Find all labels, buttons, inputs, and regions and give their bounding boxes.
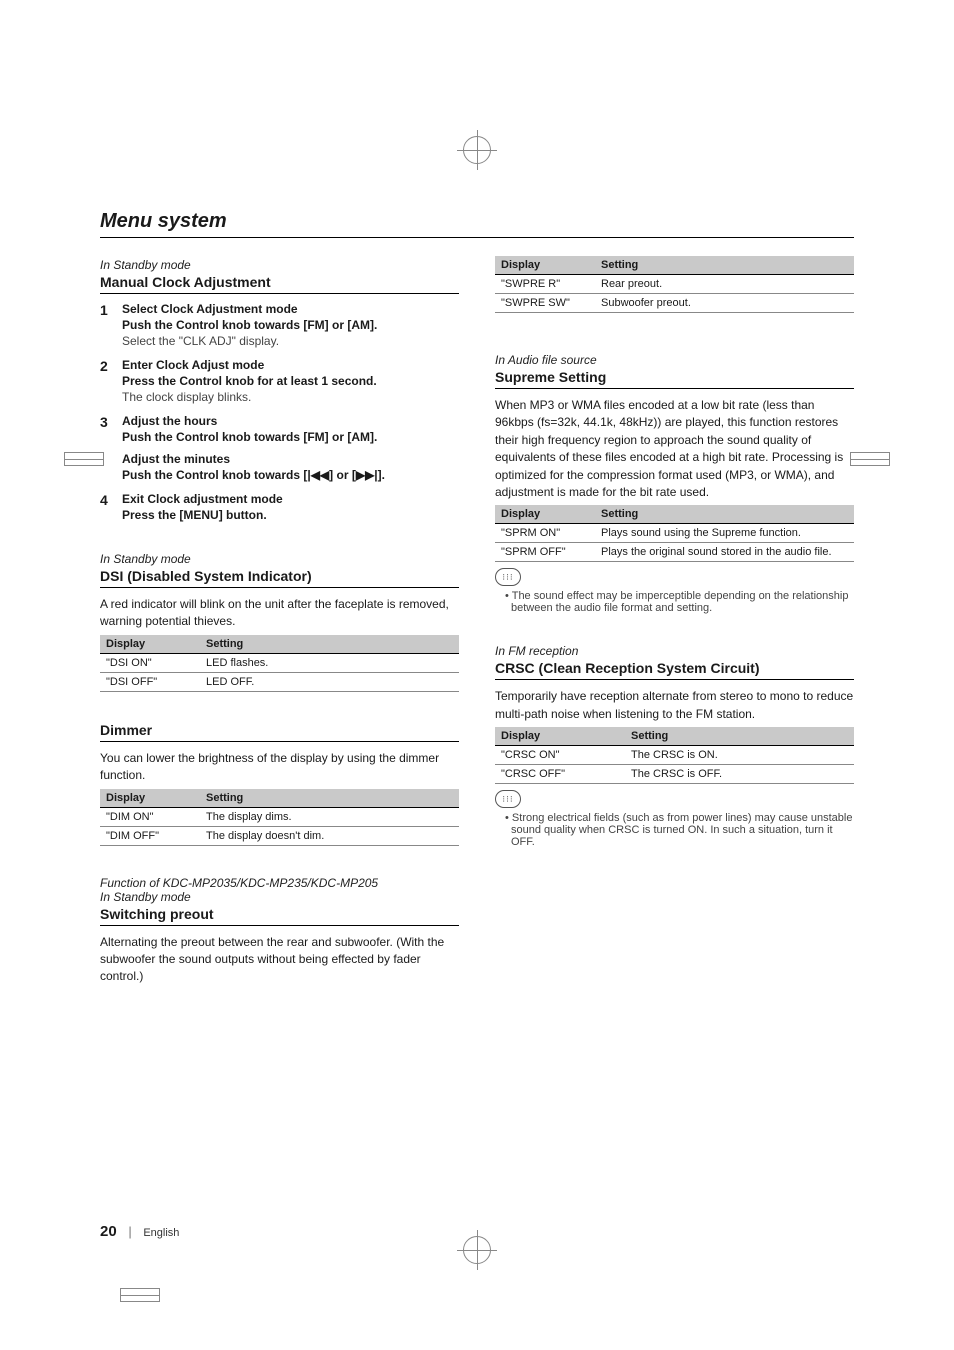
step-instruction: Press the Control knob for at least 1 se… [122, 374, 459, 388]
table-row: "SWPRE R"Rear preout. [495, 275, 854, 294]
step-title: Exit Clock adjustment mode [122, 492, 459, 506]
section-supreme: In Audio file source Supreme Setting Whe… [495, 353, 854, 614]
note-icon: ⁝⁝⁝ [495, 568, 521, 586]
crop-mark-top [457, 130, 497, 170]
section-heading: Supreme Setting [495, 369, 854, 389]
step-instruction: Push the Control knob towards [|◀◀] or [… [122, 468, 459, 482]
footer-separator: | [128, 1224, 131, 1239]
section-switching-preout: Function of KDC-MP2035/KDC-MP235/KDC-MP2… [100, 876, 459, 986]
step-subtitle: Adjust the minutes [122, 452, 459, 466]
section-heading: CRSC (Clean Reception System Circuit) [495, 660, 854, 680]
section-dsi: In Standby mode DSI (Disabled System Ind… [100, 552, 459, 692]
step-number: 4 [100, 492, 114, 522]
crop-mark-bottom-left [120, 1288, 160, 1302]
skip-prev-icon: |◀◀ [307, 468, 329, 482]
dimmer-table: Display Setting "DIM ON"The display dims… [100, 789, 459, 846]
section-heading: DSI (Disabled System Indicator) [100, 568, 459, 588]
page-number: 20 [100, 1223, 117, 1240]
step-3: 3 Adjust the hours Push the Control knob… [100, 414, 459, 482]
section-body: When MP3 or WMA files encoded at a low b… [495, 397, 854, 501]
left-column: In Standby mode Manual Clock Adjustment … [100, 252, 459, 1016]
table-header: Display [495, 505, 595, 524]
section-body: You can lower the brightness of the disp… [100, 750, 459, 785]
table-header: Setting [200, 789, 459, 808]
context-label: Function of KDC-MP2035/KDC-MP235/KDC-MP2… [100, 876, 459, 890]
switching-preout-table-block: Display Setting "SWPRE R"Rear preout. "S… [495, 256, 854, 313]
page-title: Menu system [100, 210, 854, 238]
step-number: 1 [100, 302, 114, 348]
section-body: Temporarily have reception alternate fro… [495, 688, 854, 723]
context-label: In Standby mode [100, 552, 459, 566]
crop-mark-left [64, 452, 104, 466]
step-2: 2 Enter Clock Adjust mode Press the Cont… [100, 358, 459, 404]
table-header: Setting [200, 635, 459, 654]
step-1: 1 Select Clock Adjustment mode Push the … [100, 302, 459, 348]
step-note: The clock display blinks. [122, 390, 459, 404]
crop-mark-bottom [457, 1230, 497, 1270]
context-label: In Standby mode [100, 890, 459, 904]
note-text: • Strong electrical fields (such as from… [501, 812, 854, 848]
page-footer: 20 | English [100, 1223, 179, 1240]
table-row: "CRSC ON"The CRSC is ON. [495, 746, 854, 765]
switching-preout-table: Display Setting "SWPRE R"Rear preout. "S… [495, 256, 854, 313]
section-heading: Switching preout [100, 906, 459, 926]
right-column: Display Setting "SWPRE R"Rear preout. "S… [495, 252, 854, 1016]
step-title: Select Clock Adjustment mode [122, 302, 459, 316]
section-manual-clock: In Standby mode Manual Clock Adjustment … [100, 258, 459, 522]
table-header: Display [495, 256, 595, 275]
table-header: Display [100, 635, 200, 654]
step-4: 4 Exit Clock adjustment mode Press the [… [100, 492, 459, 522]
table-row: "DIM ON"The display dims. [100, 807, 459, 826]
table-row: "DIM OFF"The display doesn't dim. [100, 826, 459, 845]
dsi-table: Display Setting "DSI ON"LED flashes. "DS… [100, 635, 459, 692]
section-body: Alternating the preout between the rear … [100, 934, 459, 986]
step-number: 2 [100, 358, 114, 404]
table-row: "SWPRE SW"Subwoofer preout. [495, 294, 854, 313]
context-label: In FM reception [495, 644, 854, 658]
step-title: Adjust the hours [122, 414, 459, 428]
table-row: "SPRM OFF"Plays the original sound store… [495, 543, 854, 562]
footer-language: English [143, 1227, 179, 1239]
table-header: Display [100, 789, 200, 808]
table-row: "SPRM ON"Plays sound using the Supreme f… [495, 524, 854, 543]
skip-next-icon: ▶▶| [356, 468, 378, 482]
table-row: "CRSC OFF"The CRSC is OFF. [495, 765, 854, 784]
table-header: Setting [595, 505, 854, 524]
table-header: Setting [625, 727, 854, 746]
section-crsc: In FM reception CRSC (Clean Reception Sy… [495, 644, 854, 848]
crop-mark-right [850, 452, 890, 466]
context-label: In Standby mode [100, 258, 459, 272]
note-text: • The sound effect may be imperceptible … [501, 590, 854, 614]
step-number: 3 [100, 414, 114, 482]
table-row: "DSI ON"LED flashes. [100, 653, 459, 672]
step-instruction: Push the Control knob towards [FM] or [A… [122, 430, 459, 444]
supreme-table: Display Setting "SPRM ON"Plays sound usi… [495, 505, 854, 562]
step-title: Enter Clock Adjust mode [122, 358, 459, 372]
table-header: Setting [595, 256, 854, 275]
section-dimmer: Dimmer You can lower the brightness of t… [100, 722, 459, 846]
context-label: In Audio file source [495, 353, 854, 367]
note-icon: ⁝⁝⁝ [495, 790, 521, 808]
crsc-table: Display Setting "CRSC ON"The CRSC is ON.… [495, 727, 854, 784]
section-heading: Dimmer [100, 722, 459, 742]
step-note: Select the "CLK ADJ" display. [122, 334, 459, 348]
step-instruction: Press the [MENU] button. [122, 508, 459, 522]
step-instruction: Push the Control knob towards [FM] or [A… [122, 318, 459, 332]
table-row: "DSI OFF"LED OFF. [100, 672, 459, 691]
section-heading: Manual Clock Adjustment [100, 274, 459, 294]
section-body: A red indicator will blink on the unit a… [100, 596, 459, 631]
table-header: Display [495, 727, 625, 746]
